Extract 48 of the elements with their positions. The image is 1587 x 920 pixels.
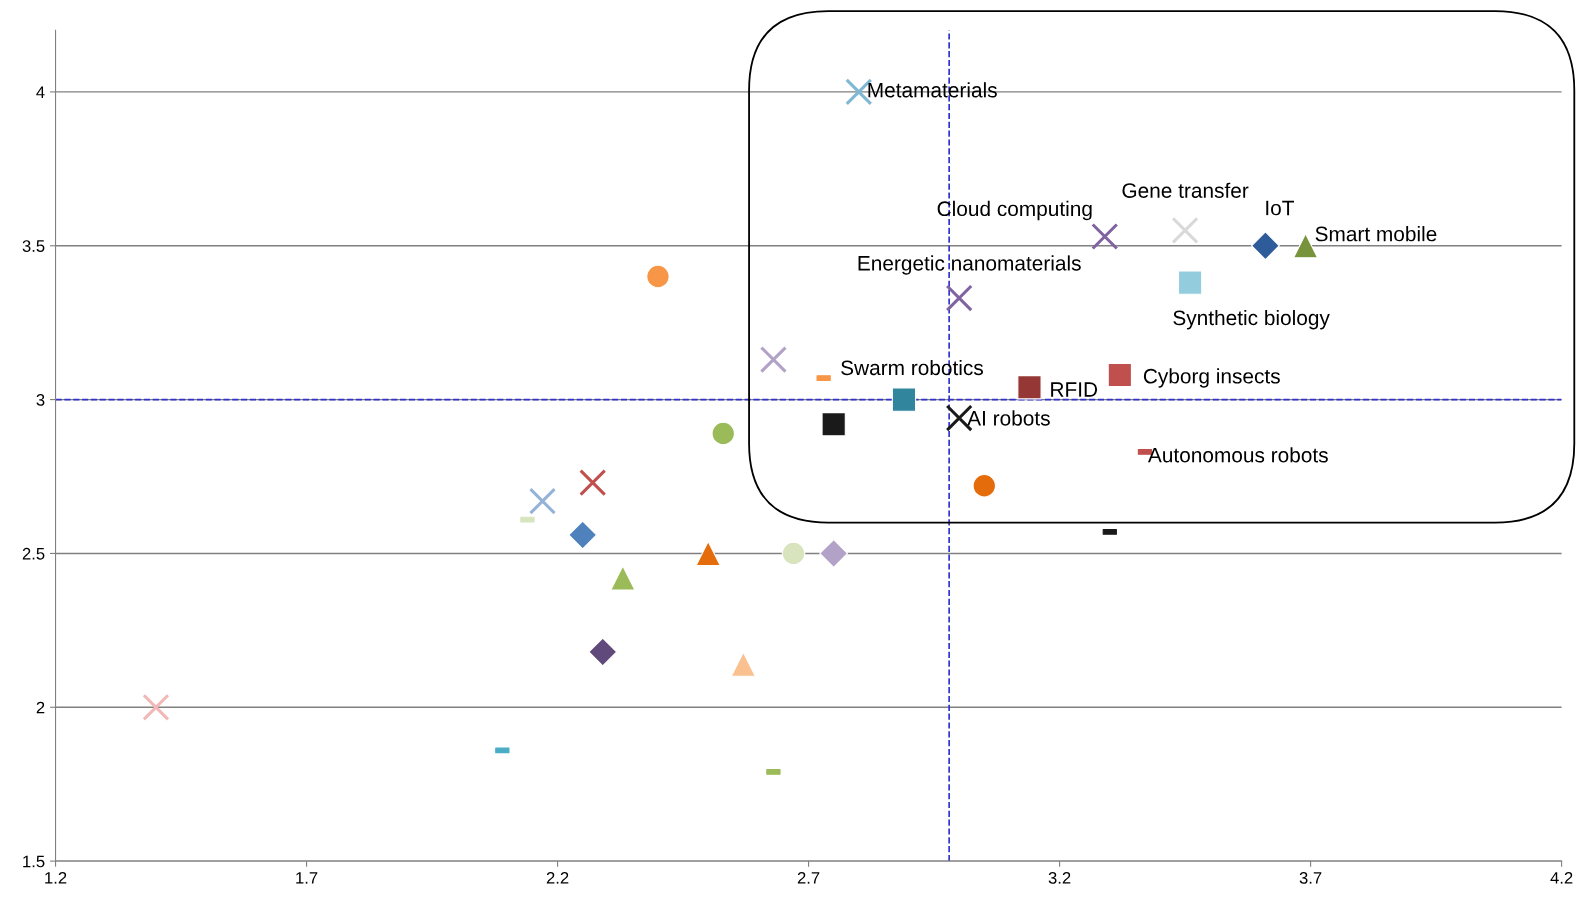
series-label: Cloud computing xyxy=(937,200,1092,221)
point xyxy=(695,540,721,567)
x-tick-label: 3.7 xyxy=(1299,871,1322,884)
point xyxy=(1091,222,1119,251)
series-label: Energetic nanomaterials xyxy=(858,255,1081,275)
point xyxy=(1250,231,1280,261)
point xyxy=(528,487,557,515)
point xyxy=(781,541,806,566)
point xyxy=(646,264,670,289)
point xyxy=(579,469,607,497)
point xyxy=(821,412,846,437)
series-label: Cyborg insects xyxy=(1143,368,1280,388)
series-label: Gene transfer xyxy=(1122,182,1249,198)
series-label: Swarm robotics xyxy=(841,359,983,376)
x-tick-label: 2.7 xyxy=(797,871,820,884)
x-tick-label: 2.2 xyxy=(546,871,569,884)
point xyxy=(588,637,618,667)
point xyxy=(730,651,756,677)
series-label: Metamaterials xyxy=(868,82,997,98)
series-label: AI robots xyxy=(967,410,1050,426)
point xyxy=(568,520,598,550)
point xyxy=(945,284,973,312)
x-tick-label: 1.2 xyxy=(45,871,67,884)
point xyxy=(711,421,735,446)
point xyxy=(1017,375,1042,400)
y-tick-label: 3.5 xyxy=(22,240,45,252)
y-tick-label: 3 xyxy=(36,393,45,406)
x-tick-label: 4.2 xyxy=(1550,871,1573,884)
series-label: Autonomous robots xyxy=(1147,447,1328,463)
point xyxy=(819,538,849,568)
series-label: RFID xyxy=(1051,382,1098,397)
point xyxy=(972,473,997,498)
x-tick-label: 1.7 xyxy=(296,872,318,884)
y-tick-label: 2 xyxy=(36,701,45,714)
point xyxy=(759,346,787,374)
y-tick-label: 2.5 xyxy=(22,547,45,560)
series-label: Synthetic biology xyxy=(1173,309,1330,330)
point xyxy=(610,565,636,591)
point xyxy=(142,693,170,721)
point xyxy=(891,387,917,412)
series-label: IoT xyxy=(1266,200,1294,216)
series-label: Smart mobile xyxy=(1315,226,1437,242)
y-tick-label: 4 xyxy=(36,86,45,98)
x-tick-label: 3.2 xyxy=(1048,871,1071,884)
point xyxy=(1177,270,1203,295)
y-tick-label: 1.5 xyxy=(23,855,45,868)
point xyxy=(1107,362,1133,388)
point xyxy=(1171,216,1199,244)
